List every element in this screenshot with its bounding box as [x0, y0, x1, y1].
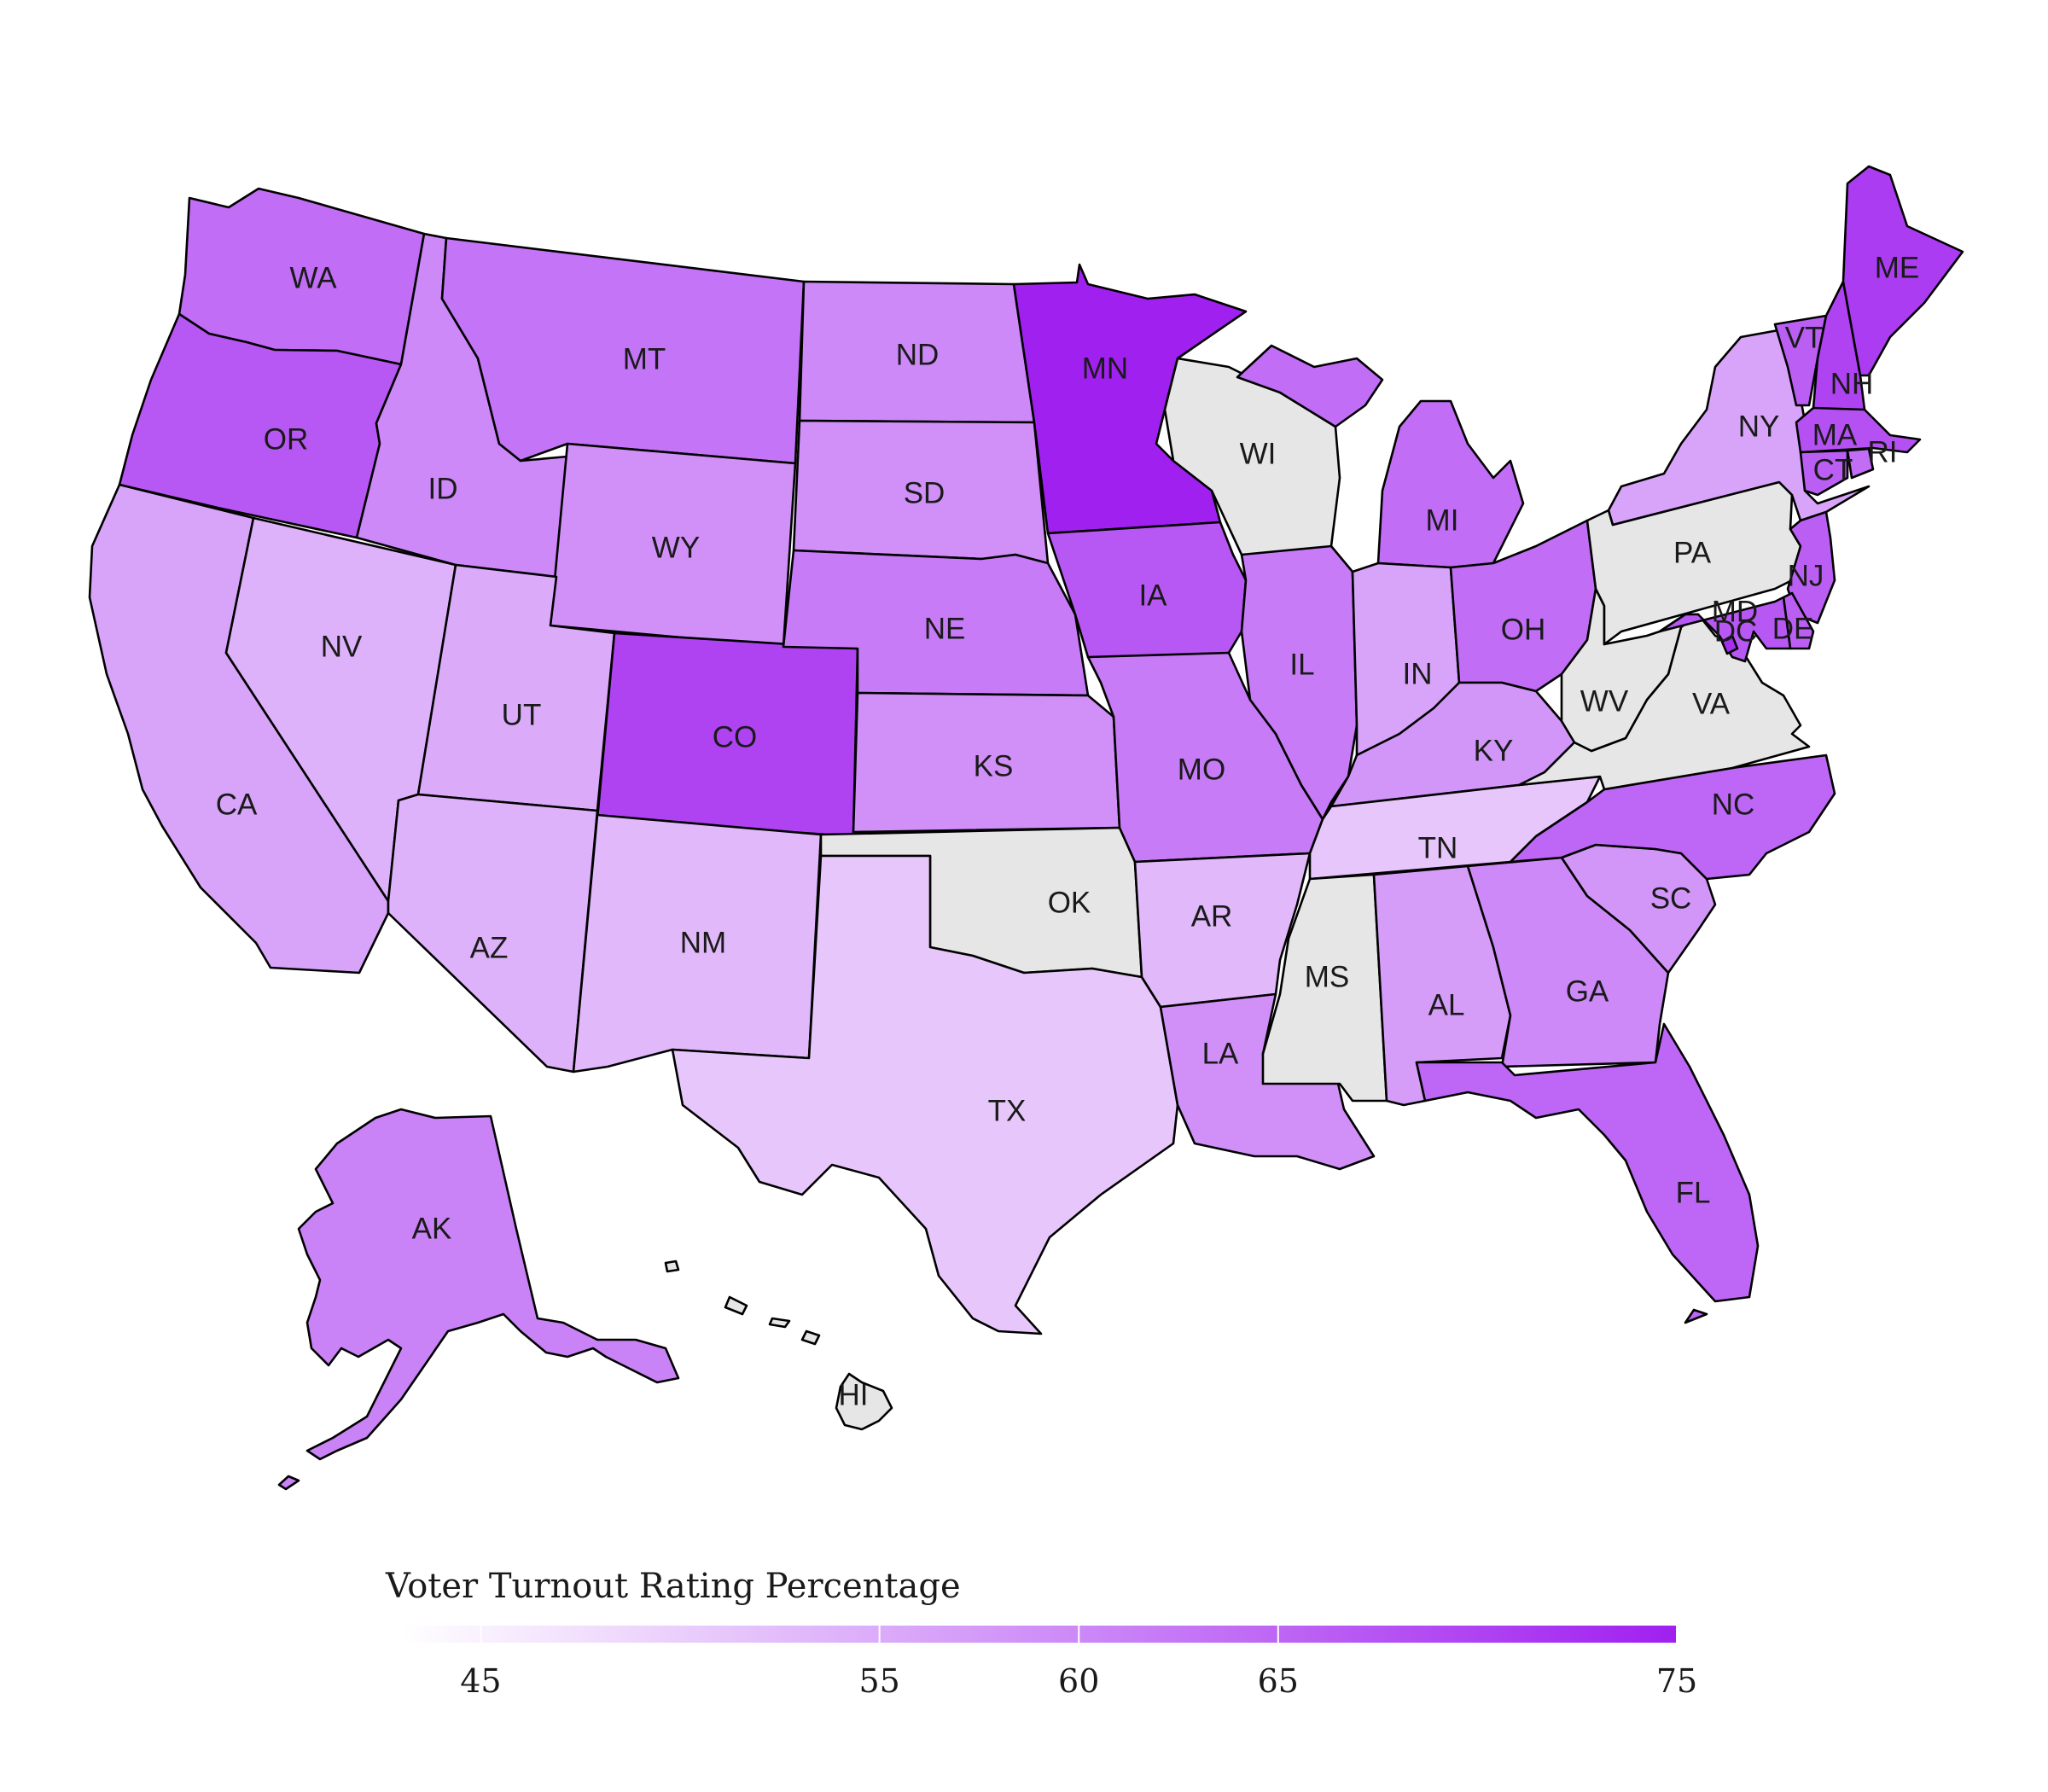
state-dc[interactable]	[1720, 634, 1739, 655]
state-me[interactable]	[1841, 165, 1964, 377]
state-label-mt: MT	[623, 342, 666, 375]
state-label-nv: NV	[321, 630, 363, 663]
state-label-ia: IA	[1138, 579, 1167, 612]
state-label-nh: NH	[1830, 367, 1874, 400]
state-label-fl: FL	[1676, 1176, 1711, 1209]
state-label-wy: WY	[652, 531, 700, 564]
state-label-oh: OH	[1501, 613, 1546, 646]
state-ak[interactable]	[277, 1108, 680, 1491]
legend-color-bar	[401, 1626, 1677, 1643]
state-label-nm: NM	[680, 926, 726, 959]
state-label-vt: VT	[1785, 321, 1824, 354]
state-label-ma: MA	[1812, 418, 1858, 451]
state-label-wa: WA	[289, 261, 337, 294]
legend-title: Voter Turnout Rating Percentage	[385, 1567, 961, 1606]
state-label-la: LA	[1202, 1037, 1239, 1070]
state-label-ut: UT	[502, 698, 542, 731]
state-label-ne: NE	[924, 612, 966, 645]
state-label-co: CO	[713, 720, 758, 753]
color-legend: Voter Turnout Rating Percentage 45 55 60 65…	[385, 1567, 1697, 1700]
state-label-wi: WI	[1240, 437, 1277, 470]
state-label-nc: NC	[1712, 788, 1755, 821]
legend-tick-label: 55	[858, 1662, 899, 1700]
state-label-dc: DC	[1714, 614, 1758, 648]
state-label-il: IL	[1289, 648, 1314, 681]
state-label-ar: AR	[1191, 899, 1233, 933]
state-ia[interactable]	[1046, 521, 1248, 666]
legend-tick-label: 60	[1058, 1662, 1099, 1700]
state-label-mo: MO	[1178, 753, 1225, 786]
state-label-ri: RI	[1868, 435, 1898, 468]
state-md[interactable]	[1658, 596, 1792, 663]
legend-tick-label: 65	[1258, 1662, 1299, 1700]
state-label-ms: MS	[1305, 960, 1350, 993]
state-label-ca: CA	[216, 788, 258, 821]
state-ar[interactable]	[1133, 852, 1312, 1009]
state-label-ga: GA	[1566, 975, 1609, 1008]
state-label-nj: NJ	[1788, 559, 1824, 592]
state-label-ks: KS	[974, 749, 1014, 783]
state-label-al: AL	[1428, 988, 1465, 1021]
legend-tick-label: 45	[460, 1662, 501, 1700]
state-fl[interactable]	[1415, 1022, 1760, 1324]
state-label-ak: AK	[412, 1212, 452, 1245]
state-label-me: ME	[1875, 251, 1920, 284]
legend-tick-label: 75	[1656, 1662, 1697, 1700]
state-label-ky: KY	[1474, 734, 1514, 767]
state-label-wv: WV	[1580, 684, 1629, 718]
state-label-ny: NY	[1738, 410, 1780, 443]
state-label-hi: HI	[839, 1378, 869, 1411]
state-ri[interactable]	[1846, 447, 1875, 480]
state-label-tx: TX	[988, 1094, 1027, 1127]
state-label-ok: OK	[1048, 886, 1091, 919]
state-label-sd: SD	[904, 476, 945, 509]
state-nj[interactable]	[1786, 510, 1836, 625]
legend-tick-labels: 45 55 60 65 75	[460, 1662, 1697, 1700]
legend-tick-marks	[480, 1626, 1678, 1643]
state-label-mn: MN	[1082, 352, 1128, 385]
state-label-md: MD	[1712, 595, 1758, 628]
state-ct[interactable]	[1799, 449, 1849, 497]
state-tx[interactable]	[671, 854, 1179, 1335]
state-label-or: OR	[264, 422, 309, 456]
state-label-de: DE	[1772, 612, 1814, 645]
state-label-nd: ND	[896, 338, 940, 371]
state-label-in: IN	[1403, 657, 1433, 690]
state-ne[interactable]	[782, 549, 1090, 697]
state-label-sc: SC	[1650, 881, 1692, 915]
state-label-va: VA	[1692, 687, 1731, 720]
state-label-pa: PA	[1673, 536, 1712, 569]
state-label-ct: CT	[1813, 453, 1853, 486]
state-label-mi: MI	[1426, 503, 1459, 537]
state-label-az: AZ	[470, 931, 509, 964]
state-hi[interactable]	[664, 1260, 893, 1431]
state-labels-layer: WA OR CA NV ID MT WY UT AZ CO NM ND SD N…	[216, 251, 1920, 1411]
state-label-id: ID	[428, 472, 458, 505]
states-layer	[88, 165, 1964, 1491]
state-label-tn: TN	[1418, 831, 1458, 864]
